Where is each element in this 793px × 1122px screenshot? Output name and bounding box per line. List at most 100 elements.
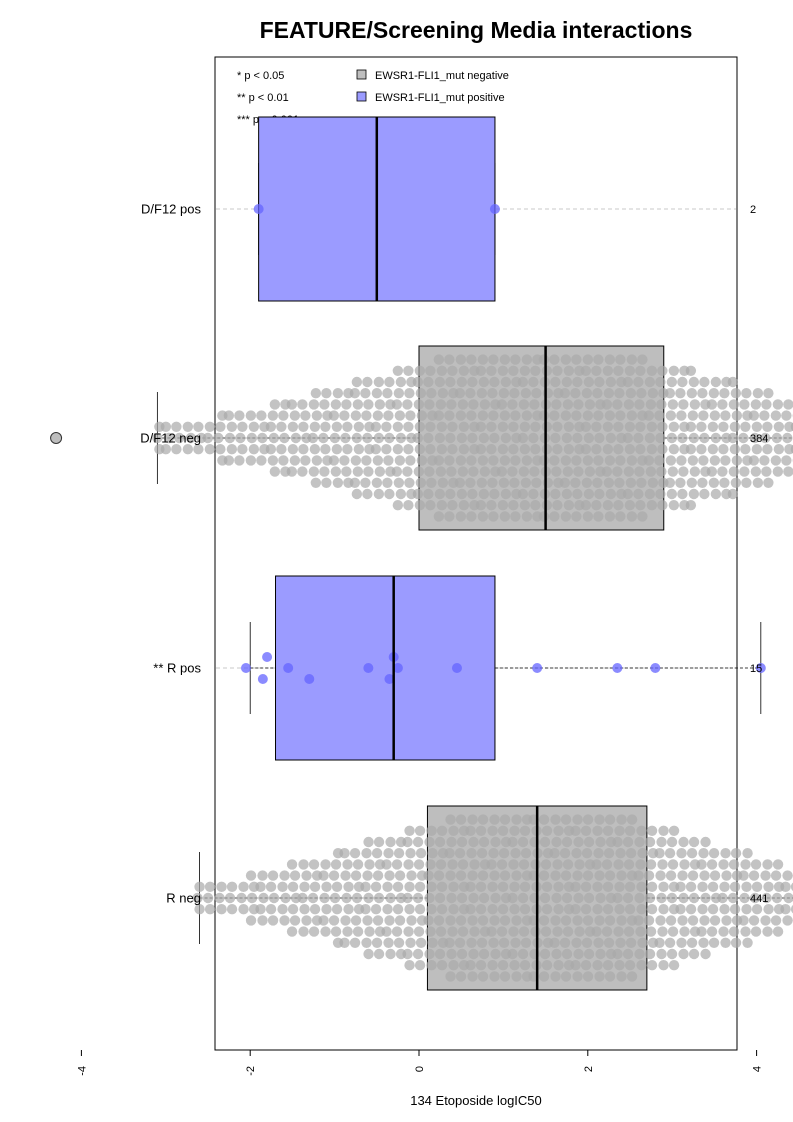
data-point	[583, 488, 595, 500]
data-point	[593, 354, 604, 365]
data-point	[320, 421, 331, 432]
data-point	[686, 937, 698, 948]
data-point	[784, 421, 793, 432]
data-point	[762, 859, 773, 870]
data-point	[665, 870, 677, 881]
data-point	[636, 388, 647, 399]
data-point	[497, 881, 509, 892]
data-point	[751, 421, 763, 432]
data-point	[343, 881, 354, 892]
data-point	[511, 971, 522, 982]
data-point	[361, 848, 372, 859]
data-point	[489, 870, 500, 881]
data-point	[393, 477, 405, 488]
data-point	[487, 881, 498, 892]
data-point	[538, 410, 550, 421]
data-point	[446, 466, 457, 477]
data-point	[626, 814, 638, 825]
data-point	[592, 960, 603, 971]
data-point	[563, 500, 575, 511]
data-point	[644, 432, 656, 444]
data-point	[486, 365, 497, 376]
data-point	[340, 432, 351, 444]
data-point	[370, 421, 382, 432]
data-point	[520, 937, 532, 948]
data-point	[636, 881, 647, 892]
data-point	[265, 904, 277, 915]
data-point	[384, 432, 395, 444]
data-point	[646, 881, 658, 892]
data-point	[622, 948, 634, 960]
data-point	[248, 421, 260, 432]
data-point	[286, 859, 298, 870]
data-point	[561, 836, 573, 848]
data-point	[615, 354, 626, 365]
data-point	[447, 444, 458, 455]
data-point	[604, 455, 616, 466]
data-point	[624, 825, 636, 836]
data-point	[612, 663, 623, 673]
data-point	[311, 455, 323, 466]
data-point	[740, 421, 751, 432]
data-point	[604, 814, 616, 825]
data-point	[644, 892, 656, 904]
data-point	[444, 511, 455, 522]
data-point	[426, 960, 437, 971]
x-tick-label: 4	[752, 1066, 764, 1072]
data-point	[204, 881, 216, 892]
data-point	[727, 376, 739, 388]
data-point	[741, 388, 752, 399]
data-point	[245, 870, 257, 881]
data-point	[720, 410, 731, 421]
data-point	[416, 410, 428, 421]
data-point	[496, 399, 508, 410]
data-point	[668, 444, 680, 455]
data-point	[688, 432, 700, 444]
data-point	[665, 410, 677, 421]
data-point	[286, 926, 298, 937]
data-point	[383, 455, 394, 466]
data-point	[706, 466, 718, 477]
data-point	[519, 825, 531, 836]
data-point	[373, 836, 385, 848]
data-point	[287, 881, 299, 892]
data-point	[550, 814, 561, 825]
data-point	[549, 455, 560, 466]
data-point	[444, 848, 455, 859]
data-point	[644, 948, 656, 960]
data-point	[644, 376, 656, 388]
data-point	[759, 455, 770, 466]
data-point	[658, 881, 669, 892]
data-point	[371, 388, 383, 399]
data-point	[238, 881, 249, 892]
data-point	[615, 455, 626, 466]
data-point	[265, 421, 277, 432]
data-point	[269, 399, 281, 410]
data-point	[625, 388, 637, 399]
data-point	[541, 904, 553, 915]
data-point	[538, 915, 550, 926]
data-point	[686, 848, 698, 859]
data-point	[541, 444, 553, 455]
data-point	[182, 421, 194, 432]
data-point	[750, 859, 762, 870]
data-point	[550, 971, 561, 982]
data-point	[160, 444, 172, 455]
data-point	[193, 444, 204, 455]
data-point	[214, 892, 225, 904]
data-point	[573, 399, 584, 410]
data-point	[192, 892, 203, 904]
data-point	[573, 948, 584, 960]
data-point	[646, 365, 658, 376]
data-point	[519, 881, 531, 892]
data-point	[433, 354, 445, 365]
data-point	[580, 904, 592, 915]
data-point	[267, 455, 279, 466]
data-point	[738, 915, 749, 926]
data-point	[592, 388, 603, 399]
data-point	[583, 948, 595, 960]
data-point	[591, 926, 602, 937]
data-point	[634, 836, 645, 848]
data-point	[550, 870, 561, 881]
data-point	[489, 376, 500, 388]
